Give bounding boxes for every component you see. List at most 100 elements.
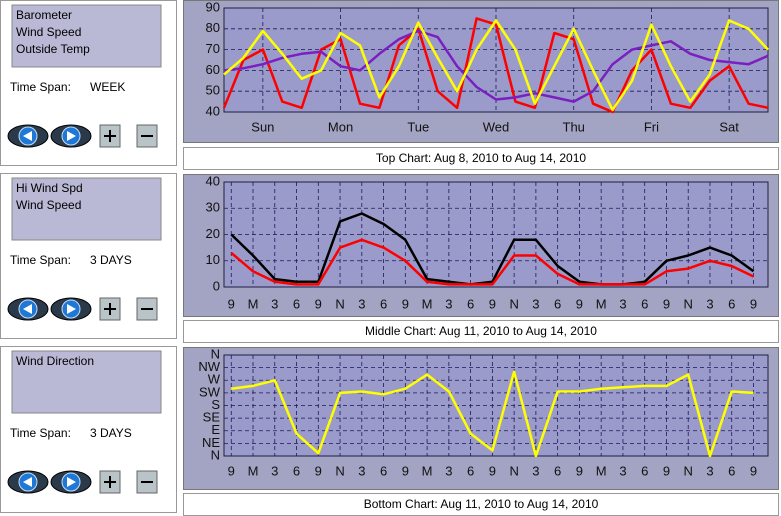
x-tick-label: 9 xyxy=(402,296,409,311)
x-tick-label: 6 xyxy=(293,463,300,478)
legend-item: Wind Speed xyxy=(16,25,81,39)
y-tick-label: 60 xyxy=(206,62,220,77)
series-line xyxy=(223,19,769,112)
x-tick-label: 3 xyxy=(445,463,452,478)
y-tick-label: 90 xyxy=(206,0,220,14)
x-tick-label: Thu xyxy=(563,119,585,134)
x-tick-label: 6 xyxy=(380,296,387,311)
arrow xyxy=(23,304,32,314)
x-tick-label: N xyxy=(509,296,518,311)
time-span-label: Time Span: xyxy=(10,80,71,94)
x-tick-label: 6 xyxy=(380,463,387,478)
forward-button[interactable] xyxy=(50,470,92,494)
y-tick-label: W xyxy=(208,372,221,387)
arrow xyxy=(67,477,76,487)
x-tick-label: 9 xyxy=(228,463,235,478)
zoom-in-button[interactable] xyxy=(99,297,121,321)
zoom-out-button[interactable] xyxy=(136,297,158,321)
x-tick-label: Sun xyxy=(251,119,274,134)
zoom-out-button[interactable] xyxy=(136,124,158,148)
x-tick-label: 9 xyxy=(228,296,235,311)
x-tick-label: N xyxy=(684,463,693,478)
legend-item: Wind Speed xyxy=(16,198,81,212)
x-tick-label: 9 xyxy=(489,463,496,478)
x-tick-label: 3 xyxy=(271,463,278,478)
x-tick-label: 6 xyxy=(641,296,648,311)
x-tick-label: 3 xyxy=(706,463,713,478)
series-line xyxy=(231,370,754,458)
y-tick-label: SE xyxy=(203,410,221,425)
zoom-in-button[interactable] xyxy=(99,124,121,148)
arrow xyxy=(23,477,32,487)
x-tick-label: 3 xyxy=(358,296,365,311)
x-tick-label: 9 xyxy=(663,463,670,478)
x-tick-label: 9 xyxy=(315,463,322,478)
x-tick-label: 9 xyxy=(315,296,322,311)
x-tick-label: 6 xyxy=(293,296,300,311)
x-tick-label: N xyxy=(509,463,518,478)
y-tick-label: S xyxy=(211,397,220,412)
x-tick-label: M xyxy=(596,296,607,311)
x-tick-label: 3 xyxy=(358,463,365,478)
zoom-in-button[interactable] xyxy=(99,470,121,494)
legend-box xyxy=(11,4,162,68)
legend-item: Barometer xyxy=(16,8,72,22)
x-tick-label: 9 xyxy=(750,463,757,478)
chart-caption: Top Chart: Aug 8, 2010 to Aug 14, 2010 xyxy=(376,151,586,165)
x-tick-label: 6 xyxy=(467,296,474,311)
x-tick-label: Sat xyxy=(719,119,739,134)
x-tick-label: M xyxy=(422,296,433,311)
y-tick-label: 80 xyxy=(206,20,220,35)
y-tick-label: 20 xyxy=(206,226,220,241)
y-tick-label: 30 xyxy=(206,200,220,215)
x-tick-label: 6 xyxy=(641,463,648,478)
y-tick-label: NE xyxy=(202,435,220,450)
legend-item: Outside Temp xyxy=(16,42,90,56)
x-tick-label: M xyxy=(596,463,607,478)
time-span-label: Time Span: xyxy=(10,426,71,440)
series-line xyxy=(230,238,755,286)
x-tick-label: 3 xyxy=(706,296,713,311)
y-tick-label: N xyxy=(211,447,220,462)
chart-caption: Middle Chart: Aug 11, 2010 to Aug 14, 20… xyxy=(365,324,597,338)
arrow xyxy=(67,131,76,141)
x-tick-label: Fri xyxy=(644,119,659,134)
x-tick-label: 6 xyxy=(728,296,735,311)
x-tick-label: 6 xyxy=(554,296,561,311)
y-tick-label: N xyxy=(211,346,220,361)
forward-button[interactable] xyxy=(50,124,92,148)
legend-item: Hi Wind Spd xyxy=(16,181,83,195)
caption-box xyxy=(183,320,779,343)
x-tick-label: M xyxy=(422,463,433,478)
legend-box xyxy=(11,177,162,241)
x-tick-label: 3 xyxy=(445,296,452,311)
x-tick-label: 9 xyxy=(576,463,583,478)
y-tick-label: SW xyxy=(199,384,221,399)
x-tick-label: N xyxy=(684,296,693,311)
caption-box xyxy=(183,147,779,170)
y-tick-label: NW xyxy=(198,359,220,374)
back-button[interactable] xyxy=(7,297,49,321)
back-button[interactable] xyxy=(7,124,49,148)
forward-button[interactable] xyxy=(50,297,92,321)
x-tick-label: 9 xyxy=(489,296,496,311)
x-tick-label: 6 xyxy=(467,463,474,478)
arrow xyxy=(67,304,76,314)
zoom-out-button[interactable] xyxy=(136,470,158,494)
x-tick-label: 3 xyxy=(532,463,539,478)
legend-box xyxy=(11,350,162,414)
x-tick-label: Tue xyxy=(407,119,429,134)
y-tick-label: 40 xyxy=(206,173,220,188)
x-tick-label: 3 xyxy=(619,296,626,311)
y-tick-label: 0 xyxy=(213,278,220,293)
arrow xyxy=(23,131,32,141)
legend-item: Wind Direction xyxy=(16,354,94,368)
y-tick-label: E xyxy=(211,422,220,437)
x-tick-label: M xyxy=(248,463,259,478)
x-tick-label: Mon xyxy=(328,119,353,134)
x-tick-label: N xyxy=(335,296,344,311)
x-tick-label: 3 xyxy=(271,296,278,311)
series-line xyxy=(230,212,755,286)
back-button[interactable] xyxy=(7,470,49,494)
